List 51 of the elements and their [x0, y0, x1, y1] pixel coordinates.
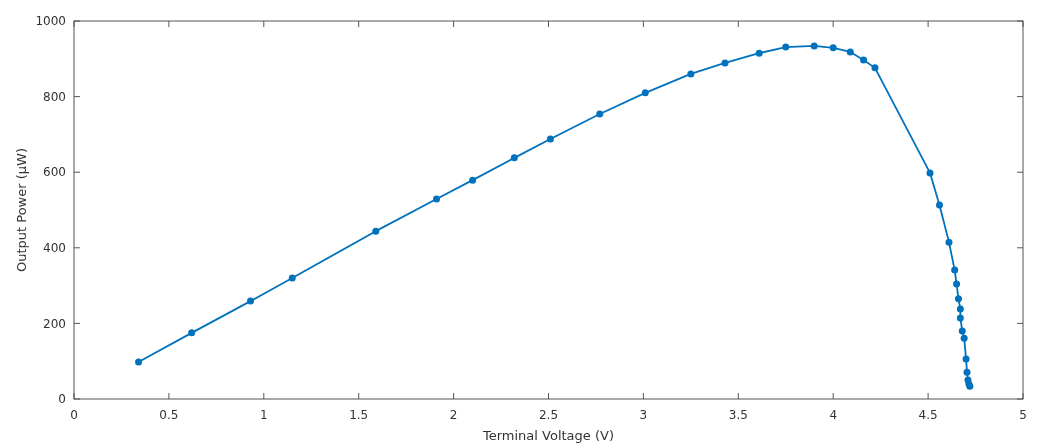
point — [687, 70, 695, 78]
point — [846, 48, 854, 56]
x-tick-label: 1 — [259, 408, 268, 422]
point — [956, 314, 964, 322]
x-tick-label: 2 — [449, 408, 458, 422]
point — [945, 238, 953, 246]
x-tick-label: 0.5 — [159, 408, 179, 422]
x-tick-label: 1.5 — [349, 408, 369, 422]
point — [926, 169, 934, 177]
x-tick-label: 4 — [829, 408, 838, 422]
point — [135, 358, 143, 366]
point — [951, 266, 959, 274]
point — [962, 355, 970, 363]
point — [288, 274, 296, 282]
point — [810, 42, 818, 50]
point — [188, 329, 196, 337]
point — [954, 295, 962, 303]
point — [956, 305, 964, 313]
point — [247, 297, 255, 305]
point — [860, 56, 868, 64]
y-tick-label: 0 — [58, 392, 66, 407]
point — [782, 43, 790, 51]
y-tick-label: 600 — [43, 165, 66, 180]
point — [641, 89, 649, 97]
x-tick-label: 3 — [639, 408, 648, 422]
point — [829, 44, 837, 52]
point — [958, 327, 966, 335]
point — [935, 201, 943, 209]
y-axis-title: Output Power (μW) — [14, 148, 29, 272]
point — [433, 195, 441, 203]
x-tick-label: 4.5 — [918, 408, 938, 422]
y-tick-label: 800 — [43, 89, 66, 104]
point — [596, 110, 604, 118]
point — [960, 334, 968, 342]
y-tick-label: 1000 — [35, 14, 66, 29]
y-tick-label: 400 — [43, 241, 66, 255]
point — [372, 227, 380, 235]
point — [963, 368, 971, 376]
x-tick-label: 0 — [70, 408, 78, 422]
point — [953, 280, 961, 288]
point — [546, 135, 554, 143]
point — [871, 64, 879, 72]
y-tick-label: 200 — [43, 316, 66, 331]
point — [510, 154, 518, 162]
x-tick-label: 2.5 — [538, 408, 559, 422]
x-tick-label: 5 — [1019, 408, 1027, 422]
point — [755, 49, 763, 57]
x-axis-title: Terminal Voltage (V) — [481, 428, 615, 443]
point — [469, 176, 477, 184]
point — [721, 59, 729, 67]
x-tick-label: 3.5 — [728, 408, 748, 422]
